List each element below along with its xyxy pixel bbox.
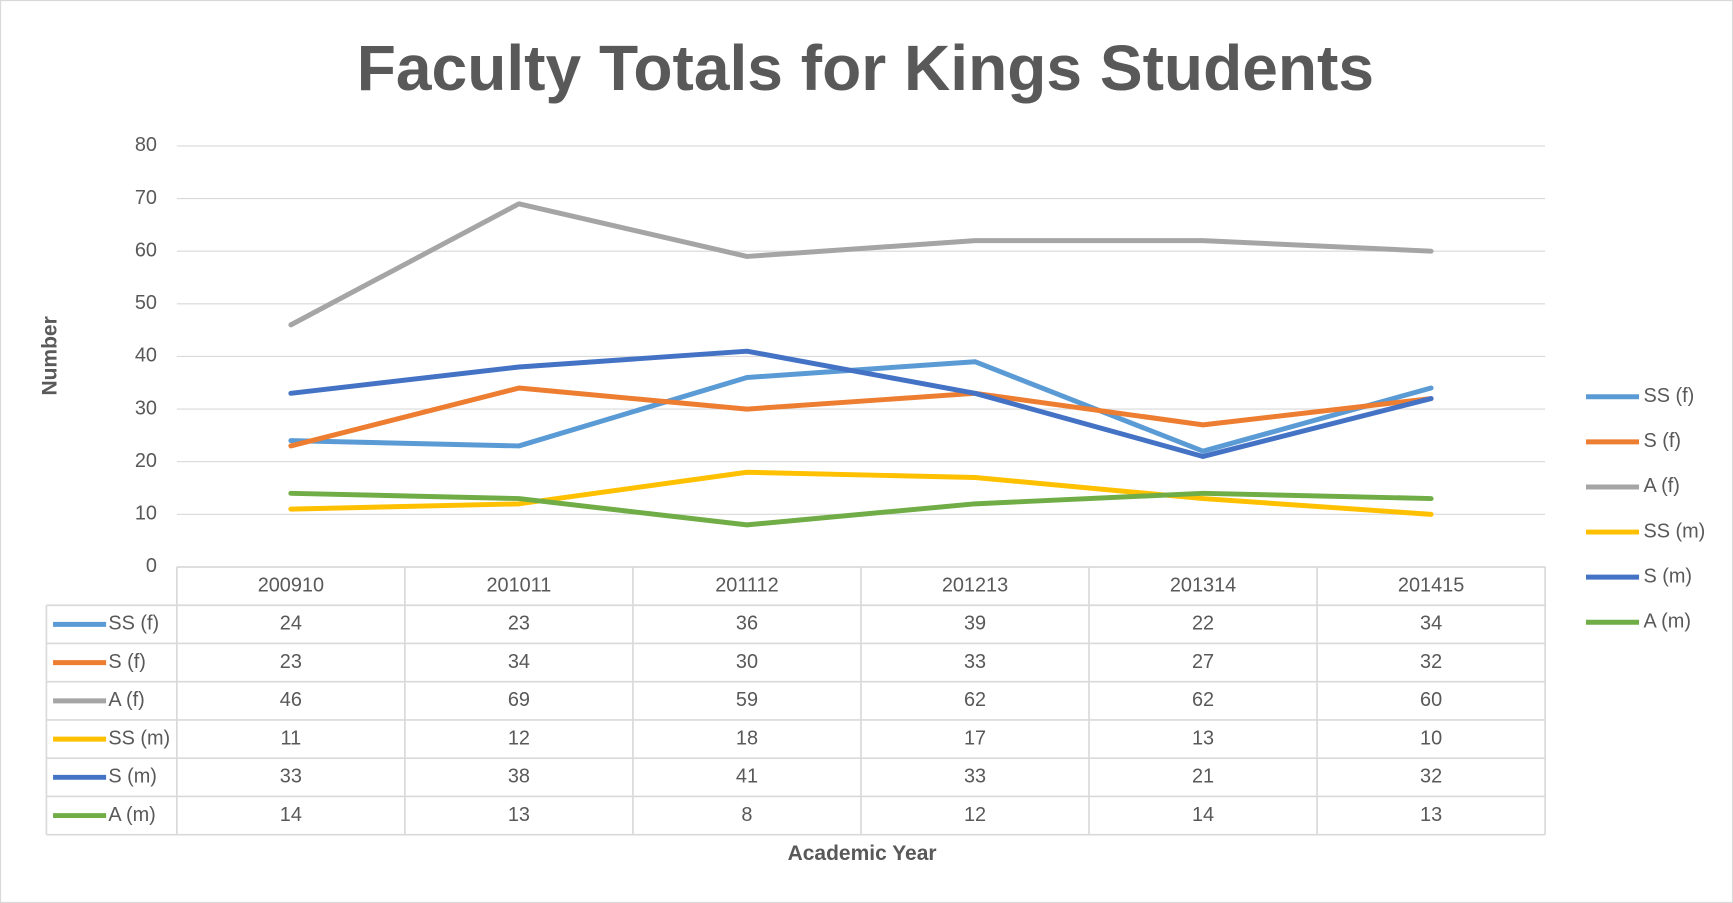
x-axis-label: Academic Year [788,842,937,865]
series-line [288,469,1434,517]
table-cell: 22 [1192,613,1214,635]
table-cell: 8 [741,804,752,826]
table-cell: 62 [1192,689,1214,711]
table-cell: 23 [280,651,302,673]
table-cell: 27 [1192,651,1214,673]
table-cell: 33 [964,766,986,788]
table-cell: 62 [964,689,986,711]
table-row-label: A (f) [108,689,144,711]
legend-label: S (m) [1643,565,1692,587]
table-cell: 41 [736,766,758,788]
table-cell: 32 [1420,651,1442,673]
series-line [288,348,1434,459]
table-cell: 13 [1420,804,1442,826]
table-cell: 12 [508,727,530,749]
table-cell: 60 [1420,689,1442,711]
table-cell: 23 [508,613,530,635]
table-cell: 69 [508,689,530,711]
y-tick-label: 20 [135,450,157,472]
table-cell: 11 [281,727,302,749]
table-row-label: SS (f) [108,613,159,635]
table-cell: 33 [280,766,302,788]
table-row-label: SS (m) [108,727,170,749]
y-tick-label: 40 [135,345,157,367]
series-line [288,385,1434,449]
table-cell: 34 [508,651,530,673]
legend-label: S (f) [1643,430,1681,452]
y-tick-label: 70 [135,187,157,209]
chart-title: Faculty Totals for Kings Students [357,32,1374,104]
table-row-label: S (f) [108,651,146,673]
y-tick-label: 50 [135,292,157,314]
table-cell: 17 [964,727,986,749]
legend-label: A (f) [1643,475,1679,497]
y-tick-label: 80 [135,134,157,156]
series-line [288,201,1434,328]
x-tick-label: 201314 [1170,574,1236,596]
x-tick-label: 201011 [486,574,551,596]
series-line [288,490,1434,528]
table-cell: 13 [1192,727,1214,749]
table-cell: 13 [508,804,530,826]
table-cell: 39 [964,613,986,635]
x-tick-label: 201415 [1398,574,1464,596]
legend-label: SS (f) [1643,385,1694,407]
table-cell: 46 [280,689,302,711]
table-cell: 14 [280,804,302,826]
x-tick-label: 200910 [258,574,324,596]
y-tick-label: 60 [135,239,157,261]
table-row-label: S (m) [108,766,157,788]
x-tick-label: 201213 [942,574,1008,596]
table-cell: 38 [508,766,530,788]
table-cell: 30 [736,651,758,673]
y-tick-label: 30 [135,397,157,419]
table-cell: 10 [1420,727,1442,749]
table-cell: 12 [964,804,986,826]
x-tick-label: 201112 [715,574,778,596]
series-line [288,359,1434,454]
table-cell: 21 [1192,766,1214,788]
table-cell: 24 [280,613,302,635]
legend-label: SS (m) [1643,520,1705,542]
table-cell: 32 [1420,766,1442,788]
table-cell: 34 [1420,613,1442,635]
table-cell: 36 [736,613,758,635]
legend-label: A (m) [1643,611,1690,633]
table-cell: 14 [1192,804,1214,826]
y-axis-label: Number [38,316,61,395]
table-row-label: A (m) [108,804,155,826]
table-cell: 18 [736,727,758,749]
y-tick-label: 10 [135,503,157,525]
table-cell: 59 [736,689,758,711]
table-cell: 33 [964,651,986,673]
y-tick-label: 0 [146,555,157,577]
